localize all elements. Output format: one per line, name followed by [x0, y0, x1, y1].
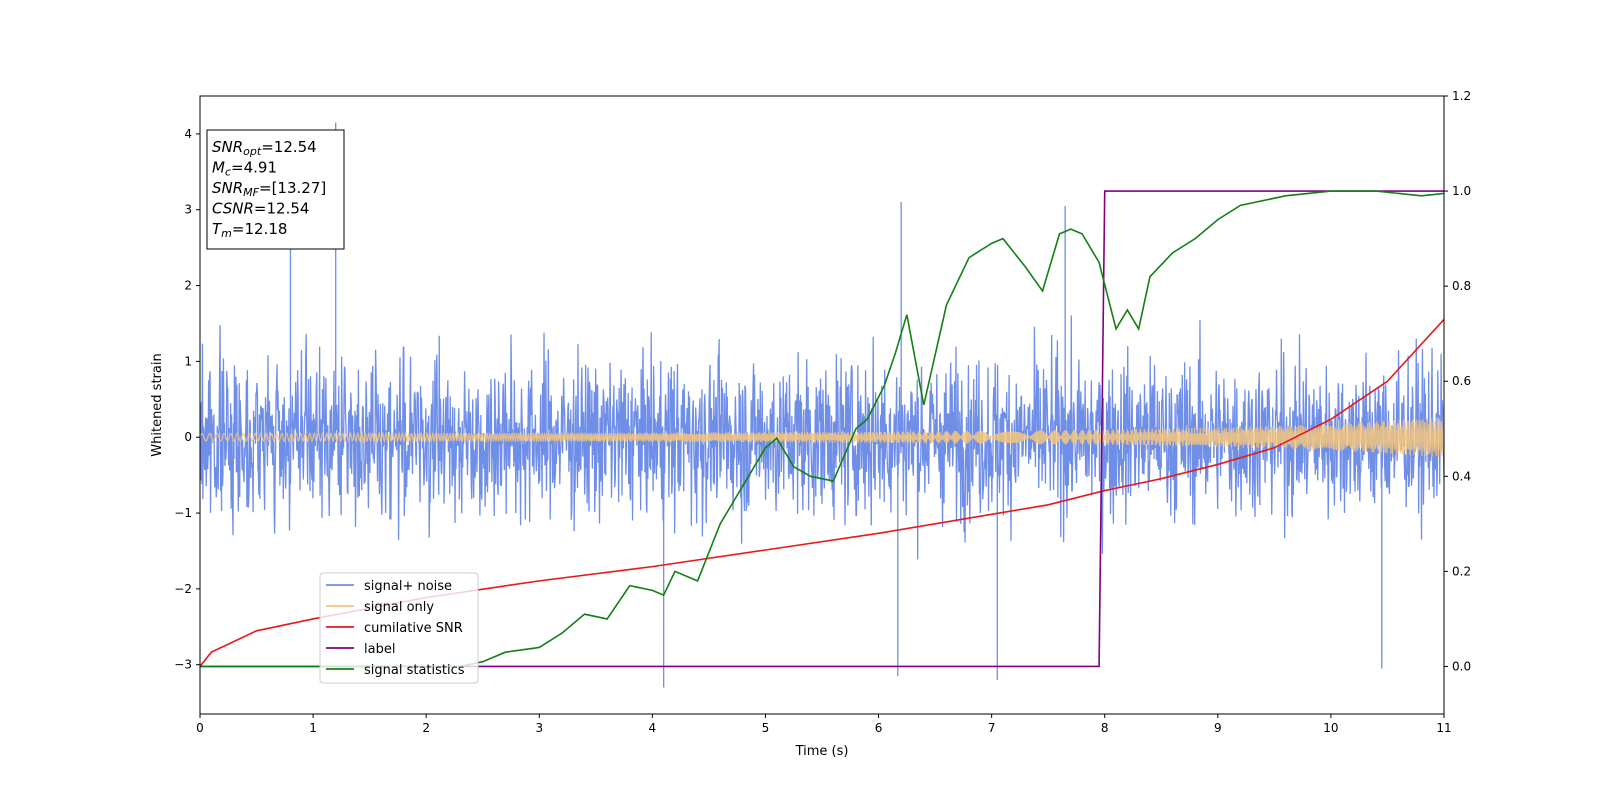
y-right-tick-label: 0.4: [1452, 469, 1471, 483]
annotation-subscript: MF: [243, 186, 259, 199]
x-tick-label: 1: [309, 721, 317, 735]
annotation-line: Tm=12.18: [212, 220, 287, 240]
y-left-tick-label: −2: [174, 582, 192, 596]
legend-label: label: [364, 642, 395, 657]
annotation-subscript: c: [225, 166, 231, 179]
x-tick-label: 5: [762, 721, 770, 735]
x-tick-label: 4: [649, 721, 657, 735]
annotation-subscript: m: [221, 227, 232, 240]
x-tick-label: 10: [1323, 721, 1338, 735]
annotation-symbol: T: [212, 220, 223, 238]
annotation-line: Mc=4.91: [212, 159, 277, 179]
x-axis-label: Time (s): [795, 744, 849, 759]
annotation-value: =12.18: [232, 220, 288, 238]
annotation-frame: [206, 129, 345, 250]
annotation-value: =12.54: [254, 200, 310, 218]
annotation-value: =4.91: [231, 159, 277, 177]
annotation-symbol: M: [212, 159, 225, 177]
y-right-tick-label: 1.0: [1452, 184, 1471, 198]
x-tick-label: 2: [422, 721, 430, 735]
annotation-box: SNRopt=12.54Mc=4.91SNRMF=[13.27]CSNR=12.…: [206, 129, 345, 250]
annotation-symbol: SNR: [212, 138, 243, 156]
y-left-tick-label: 4: [184, 127, 192, 141]
y-right-tick-label: 0.8: [1452, 279, 1471, 293]
x-tick-label: 3: [535, 721, 543, 735]
y-right-tick-label: 0.2: [1452, 564, 1471, 578]
y-right-tick-label: 0.6: [1452, 374, 1471, 388]
y-left-tick-label: −3: [174, 658, 192, 672]
series-layer: [200, 122, 1444, 688]
y-left-tick-label: 3: [184, 203, 192, 217]
series-signal-plus-noise: [200, 122, 1444, 688]
series-signal-statistics: [200, 190, 1444, 668]
y-left-tick-label: −1: [174, 506, 192, 520]
annotation-symbol: SNR: [212, 179, 243, 197]
ticks-layer: 0 1 2 3 4 5 6 7 8 9 10 11 −3 −2 −1 0 1 2 3 4 0.0 0.2 0.4 0.6 0.8…: [174, 89, 1471, 735]
y-right-tick-label: 0.0: [1452, 659, 1471, 673]
legend-frame: [319, 572, 479, 684]
plot-frame: [199, 95, 1445, 715]
y-axis-label: Whitened strain: [150, 353, 165, 456]
series-cumulative-snr: [200, 318, 1444, 667]
legend: signal+ noise signal only cumilative SNR la…: [319, 572, 479, 684]
annotation-value: =[13.27]: [259, 179, 326, 197]
x-tick-label: 8: [1101, 721, 1109, 735]
y-right-tick-label: 1.2: [1452, 89, 1471, 103]
annotation-line: SNRMF=[13.27]: [212, 179, 326, 199]
annotation-value: =12.54: [261, 138, 317, 156]
legend-label: signal+ noise: [364, 579, 452, 594]
x-tick-label: 0: [196, 721, 204, 735]
annotation-line: SNRopt=12.54: [212, 138, 317, 158]
annotation-symbol: CSNR: [212, 200, 254, 218]
x-tick-label: 11: [1436, 721, 1451, 735]
annotation-line: CSNR=12.54: [212, 200, 309, 218]
legend-label: signal only: [364, 600, 434, 615]
x-tick-label: 6: [875, 721, 883, 735]
annotation-subscript: opt: [243, 145, 262, 158]
y-left-tick-label: 2: [184, 279, 192, 293]
x-tick-label: 7: [988, 721, 996, 735]
x-tick-label: 9: [1214, 721, 1222, 735]
legend-label: cumilative SNR: [364, 621, 463, 636]
series-signal-only: [200, 416, 1444, 457]
y-left-tick-label: 1: [184, 354, 192, 368]
y-left-tick-label: 0: [184, 430, 192, 444]
legend-label: signal statistics: [364, 663, 465, 678]
series-label: [200, 190, 1444, 668]
